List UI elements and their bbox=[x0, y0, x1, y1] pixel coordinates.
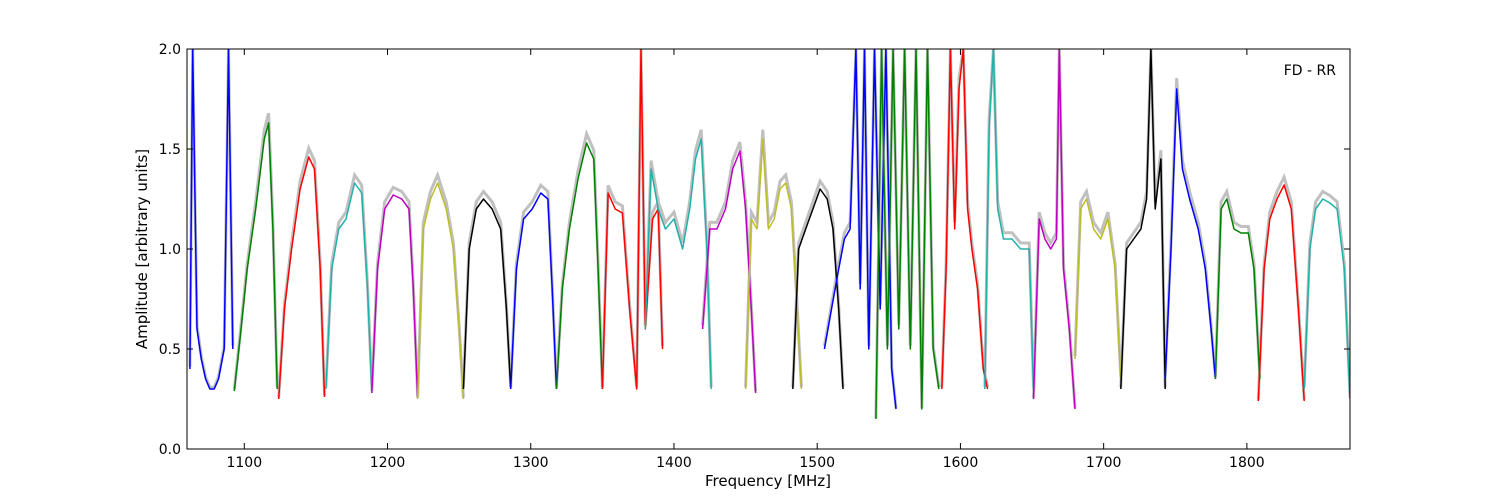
band-trace-20 bbox=[1120, 49, 1166, 390]
band-trace-14 bbox=[823, 49, 897, 410]
band-trace-18 bbox=[1032, 49, 1076, 410]
band-trace-12 bbox=[744, 138, 803, 390]
x-tick-label: 1800 bbox=[1229, 455, 1265, 471]
x-tick-label: 1200 bbox=[370, 455, 406, 471]
band-trace-9 bbox=[601, 49, 664, 390]
x-tick-label: 1400 bbox=[656, 455, 692, 471]
band-trace-4 bbox=[371, 194, 419, 398]
band-trace-10 bbox=[644, 138, 712, 390]
x-tick-label: 1500 bbox=[799, 455, 835, 471]
band-trace-15 bbox=[875, 49, 940, 420]
band-trace-0 bbox=[189, 49, 234, 390]
band-trace-7 bbox=[509, 192, 558, 390]
band-trace-17 bbox=[984, 49, 1035, 390]
band-trace-2 bbox=[277, 156, 326, 400]
x-tick-label: 1300 bbox=[513, 455, 549, 471]
annotation-label: FD - RR bbox=[1284, 63, 1337, 79]
band-trace-23 bbox=[1257, 184, 1305, 402]
band-trace-19 bbox=[1074, 198, 1122, 380]
band-trace-21 bbox=[1164, 88, 1217, 380]
bands-layer bbox=[188, 49, 1350, 420]
band-trace-6 bbox=[462, 198, 512, 390]
band-trace-1 bbox=[233, 122, 278, 392]
y-tick-label: 1.5 bbox=[159, 142, 181, 158]
y-tick-label: 2.0 bbox=[159, 42, 181, 58]
background-trace-22 bbox=[1213, 187, 1262, 377]
x-axis-title: Frequency [MHz] bbox=[705, 472, 831, 490]
ticks-layer: 1100 1200 1300 1400 1500 1600 1700 1800 0.0 0.5 1.… bbox=[159, 42, 1350, 471]
band-trace-8 bbox=[555, 142, 604, 390]
background-trace-19 bbox=[1073, 187, 1123, 377]
band-trace-24 bbox=[1303, 198, 1350, 400]
band-trace-16 bbox=[941, 49, 989, 390]
x-tick-label: 1700 bbox=[1086, 455, 1122, 471]
band-trace-22 bbox=[1214, 198, 1261, 380]
y-tick-label: 0.5 bbox=[159, 342, 181, 358]
y-axis-title: Amplitude [arbitrary units] bbox=[133, 149, 151, 349]
x-tick-label: 1100 bbox=[226, 455, 262, 471]
band-trace-5 bbox=[416, 182, 465, 400]
y-tick-label: 0.0 bbox=[159, 442, 181, 458]
band-trace-3 bbox=[325, 182, 373, 390]
x-tick-label: 1600 bbox=[943, 455, 979, 471]
y-tick-label: 1.0 bbox=[159, 242, 181, 258]
